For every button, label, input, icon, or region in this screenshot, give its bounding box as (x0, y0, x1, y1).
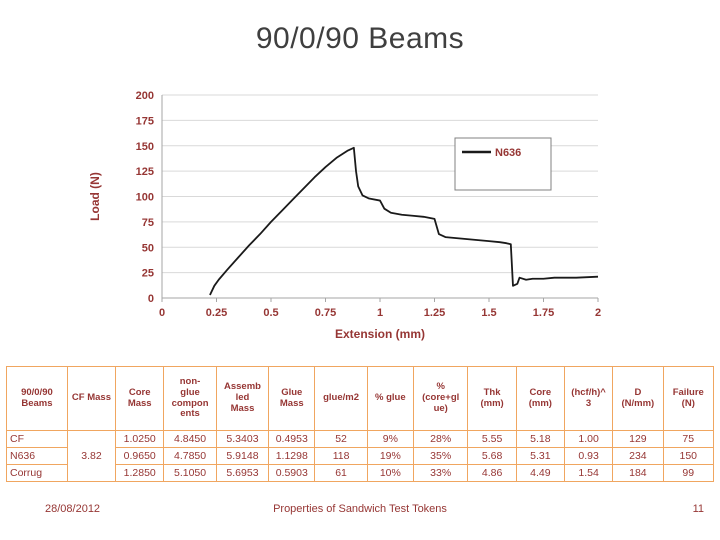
table-cell: 150 (662, 447, 715, 465)
x-tick-label: 2 (595, 307, 601, 319)
x-tick-label: 1.25 (424, 307, 445, 319)
table-row: Corrug 1.2850 5.1050 5.6953 0.5903 61 10% 33% 4.… (6, 464, 715, 482)
table-header-cell: % (core+gl ue) (412, 366, 469, 431)
y-axis-title: Load (N) (88, 172, 102, 221)
row-label-cell: Corrug (6, 464, 68, 482)
table-cell: 118 (314, 447, 368, 465)
y-tick-label: 125 (136, 166, 154, 178)
table-cell: 5.9148 (215, 447, 270, 465)
table-cell: 52 (314, 430, 368, 448)
footer-date: 28/08/2012 (45, 503, 101, 515)
table-cell: 4.86 (467, 464, 517, 482)
table-cell: 0.4953 (268, 430, 316, 448)
table-cell: 1.1298 (268, 447, 316, 465)
table-cell: 33% (412, 464, 469, 482)
table-cell: 5.31 (515, 447, 565, 465)
x-tick-label: 0.75 (315, 307, 336, 319)
table-cell: 129 (612, 430, 664, 448)
table-cell: 4.49 (515, 464, 565, 482)
table-cell: 1.2850 (115, 464, 165, 482)
table-header-cell: (hcf/h)^ 3 (563, 366, 614, 431)
table-cell: 0.5903 (268, 464, 316, 482)
table-header-cell: Core (mm) (515, 366, 565, 431)
x-tick-label: 0.25 (206, 307, 227, 319)
table-header-cell: Core Mass (115, 366, 165, 431)
footer-page-number: 11 (692, 503, 704, 515)
table-cell: 4.7850 (163, 447, 217, 465)
chart-svg: 0 25 50 75 100 125 150 175 200 0 0.25 0.5 0.75 1 1.25 1… (88, 90, 601, 341)
table-cell: 0.93 (563, 447, 614, 465)
table-header-cell: non- glue compon ents (163, 366, 217, 431)
table-cell: 1.0250 (115, 430, 165, 448)
table-cell: 234 (612, 447, 664, 465)
table-cell: 1.00 (563, 430, 614, 448)
series-line-n636 (209, 146, 599, 296)
table-cell: 61 (314, 464, 368, 482)
load-extension-chart: 0 25 50 75 100 125 150 175 200 0 0.25 0.5 0.75 1 1.25 1… (85, 85, 615, 360)
table-header-cell: CF Mass (66, 366, 117, 431)
table-cell: 5.18 (515, 430, 565, 448)
y-tick-label: 200 (136, 90, 154, 102)
x-tick-label: 1 (377, 307, 383, 319)
table-cell: 1.54 (563, 464, 614, 482)
row-label-cell: N636 (6, 447, 68, 465)
table-cell: 5.68 (467, 447, 517, 465)
x-tick-label: 0.5 (263, 307, 278, 319)
x-axis-title: Extension (mm) (335, 327, 425, 341)
table-cell: 28% (412, 430, 469, 448)
table-row: CF 3.82 1.0250 4.8450 5.3403 0.4953 52 9% 28% 5.5… (6, 430, 715, 482)
table-cell: 9% (366, 430, 414, 448)
table-cell: 10% (366, 464, 414, 482)
table-row: N636 0.9650 4.7850 5.9148 1.1298 118 19% 35% 5.6… (6, 447, 715, 465)
y-tick-label: 150 (136, 141, 154, 153)
table-cell: 5.1050 (163, 464, 217, 482)
y-tick-label: 50 (142, 242, 154, 254)
row-label-cell: CF (6, 430, 68, 448)
table-header-cell: D (N/mm) (612, 366, 664, 431)
x-tick-label: 1.75 (533, 307, 554, 319)
y-tick-label: 175 (136, 115, 154, 127)
table-cell: 4.8450 (163, 430, 217, 448)
table-cell: 0.9650 (115, 447, 165, 465)
slide-footer: Properties of Sandwich Test Tokens 28/08… (0, 503, 720, 523)
table-header-cell: Thk (mm) (467, 366, 517, 431)
y-tick-label: 100 (136, 192, 154, 204)
legend-entry-label: N636 (495, 147, 521, 159)
y-tick-label: 75 (142, 217, 154, 229)
table-header-cell: % glue (366, 366, 414, 431)
table-header-cell: Assemb led Mass (215, 366, 270, 431)
table-cell: 19% (366, 447, 414, 465)
table-header-row: 90/0/90 Beams CF Mass Core Mass non- glue c… (6, 366, 715, 431)
y-tick-label: 25 (142, 268, 154, 280)
table-header-cell: 90/0/90 Beams (6, 366, 68, 431)
x-tick-label: 0 (159, 307, 165, 319)
table-cell: 75 (662, 430, 715, 448)
table-cell: 5.6953 (215, 464, 270, 482)
table-header-cell: glue/m2 (314, 366, 368, 431)
x-tick-label: 1.5 (481, 307, 496, 319)
table-cell: 5.55 (467, 430, 517, 448)
table-cell: 184 (612, 464, 664, 482)
legend-box (454, 137, 552, 191)
table-cell: 35% (412, 447, 469, 465)
slide-title: 90/0/90 Beams (255, 22, 465, 55)
table-header-cell: Glue Mass (268, 366, 316, 431)
table-cell: 99 (662, 464, 715, 482)
beam-properties-table: 90/0/90 Beams CF Mass Core Mass non- glue c… (6, 366, 715, 482)
table-cell: 5.3403 (215, 430, 270, 448)
footer-title: Properties of Sandwich Test Tokens (273, 503, 447, 515)
table-header-cell: Failure (N) (662, 366, 715, 431)
y-tick-label: 0 (148, 293, 154, 305)
cf-mass-merged-cell: 3.82 (66, 430, 117, 482)
